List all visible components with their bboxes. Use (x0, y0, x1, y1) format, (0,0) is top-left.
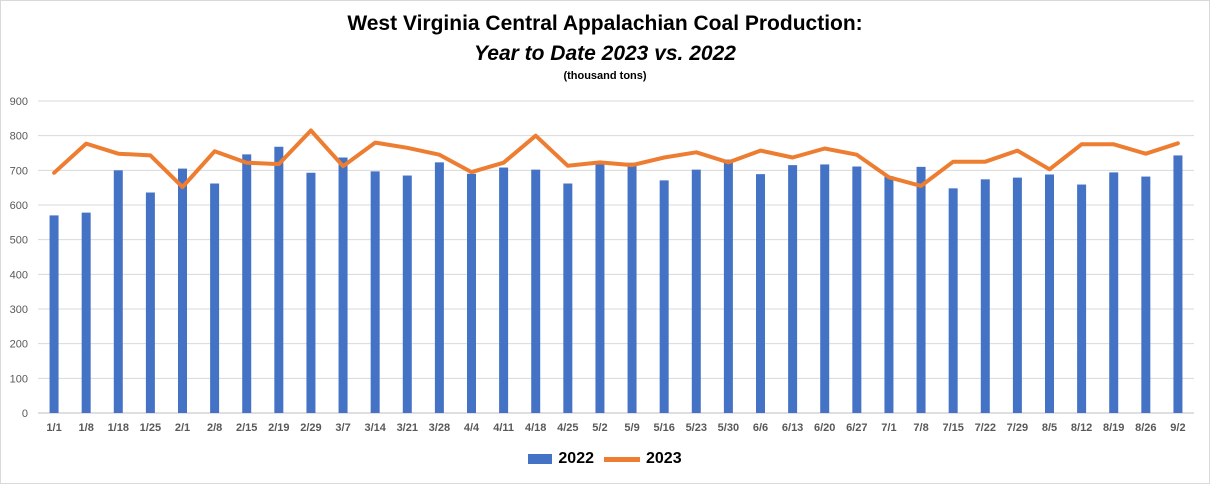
y-tick-label: 700 (10, 165, 28, 177)
legend-label-2022: 2022 (558, 450, 594, 467)
bar-2022 (756, 174, 765, 413)
x-tick-label: 1/1 (46, 422, 61, 434)
x-tick-label: 8/19 (1103, 422, 1124, 434)
bar-2022 (1077, 184, 1087, 413)
bar-2022 (1173, 155, 1183, 413)
x-tick-label: 7/22 (975, 422, 996, 434)
x-tick-label: 6/6 (753, 422, 768, 434)
x-tick-label: 8/26 (1135, 422, 1156, 434)
bar-2022 (306, 172, 316, 413)
bar-2022 (627, 162, 637, 413)
x-tick-label: 8/12 (1071, 422, 1092, 434)
y-tick-label: 0 (22, 408, 28, 420)
bar-2022 (916, 166, 926, 413)
bar-2022 (788, 165, 798, 413)
bar-2022 (852, 166, 862, 413)
x-tick-label: 2/29 (300, 422, 321, 434)
x-tick-label: 1/8 (79, 422, 94, 434)
chart-subtitle: Year to Date 2023 vs. 2022 (474, 42, 736, 65)
bar-2022 (884, 176, 894, 413)
bar-2022 (49, 215, 59, 413)
bar-2022 (370, 171, 380, 413)
x-tick-label: 7/8 (913, 422, 928, 434)
line-2023 (52, 128, 1180, 189)
bar-2022 (145, 192, 155, 413)
chart-units: (thousand tons) (563, 70, 647, 82)
x-tick-label: 1/25 (140, 422, 161, 434)
bar-2022 (1141, 176, 1151, 413)
bar-2022 (563, 183, 573, 413)
x-tick-label: 4/4 (464, 422, 480, 434)
x-tick-label: 3/7 (335, 422, 350, 434)
y-tick-label: 600 (10, 200, 28, 212)
bar-2022 (980, 179, 990, 413)
legend-swatch-2022 (528, 454, 553, 464)
bar-2022 (113, 170, 123, 413)
x-tick-label: 8/5 (1042, 422, 1057, 434)
x-tick-label: 5/30 (718, 422, 739, 434)
x-tick-label: 5/2 (592, 422, 607, 434)
x-tick-label: 2/8 (207, 422, 222, 434)
bar-2022 (948, 188, 958, 413)
x-tick-label: 7/29 (1007, 422, 1028, 434)
bar-2022 (659, 180, 669, 413)
x-tick-label: 6/20 (814, 422, 835, 434)
bar-2022 (1045, 174, 1054, 413)
y-tick-label: 100 (10, 373, 28, 385)
x-tick-label: 4/18 (525, 422, 546, 434)
bar-2022 (1109, 172, 1119, 413)
chart-title: West Virginia Central Appalachian Coal P… (347, 12, 863, 35)
x-tick-label: 4/11 (493, 422, 514, 434)
bar-2022 (1012, 177, 1022, 413)
x-tick-label: 3/14 (364, 422, 386, 434)
bar-2022 (242, 154, 252, 414)
x-tick-label: 9/2 (1170, 422, 1185, 434)
x-tick-label: 5/16 (653, 422, 674, 434)
x-tick-label: 1/18 (108, 422, 129, 434)
chart-legend: 2022 2023 (0, 450, 1210, 468)
bar-2022 (402, 175, 412, 413)
bar-2022 (274, 146, 284, 413)
x-tick-label: 6/13 (782, 422, 803, 434)
x-tick-label: 3/28 (429, 422, 450, 434)
y-tick-label: 500 (10, 235, 28, 247)
x-tick-label: 2/19 (268, 422, 289, 434)
bar-2022 (531, 169, 541, 413)
x-tick-label: 5/23 (686, 422, 707, 434)
y-tick-label: 200 (10, 339, 28, 351)
x-tick-label: 4/25 (557, 422, 578, 434)
bar-2022 (723, 159, 733, 413)
x-tick-label: 5/9 (624, 422, 639, 434)
x-tick-label: 6/27 (846, 422, 867, 434)
bar-2022 (338, 157, 348, 413)
bar-2022 (691, 169, 701, 413)
bar-2022 (499, 167, 509, 413)
y-tick-label: 800 (10, 131, 28, 143)
bar-2022 (467, 173, 476, 413)
bar-2022 (178, 168, 187, 413)
bar-2022 (81, 212, 91, 413)
bar-2022 (434, 162, 444, 413)
x-tick-label: 2/1 (175, 422, 190, 434)
legend-item-2022: 2022 (528, 450, 594, 468)
x-tick-label: 7/1 (881, 422, 896, 434)
x-tick-label: 2/15 (236, 422, 257, 434)
legend-label-2023: 2023 (646, 450, 682, 467)
y-tick-label: 400 (10, 269, 28, 281)
y-tick-label: 300 (10, 304, 28, 316)
legend-swatch-2023 (604, 456, 640, 462)
bar-2022 (210, 183, 220, 413)
x-tick-label: 3/21 (397, 422, 418, 434)
legend-item-2023: 2023 (604, 450, 682, 468)
bar-2022 (820, 164, 830, 413)
bar-2022 (595, 163, 605, 413)
y-tick-label: 900 (10, 96, 28, 108)
x-tick-label: 7/15 (942, 422, 963, 434)
